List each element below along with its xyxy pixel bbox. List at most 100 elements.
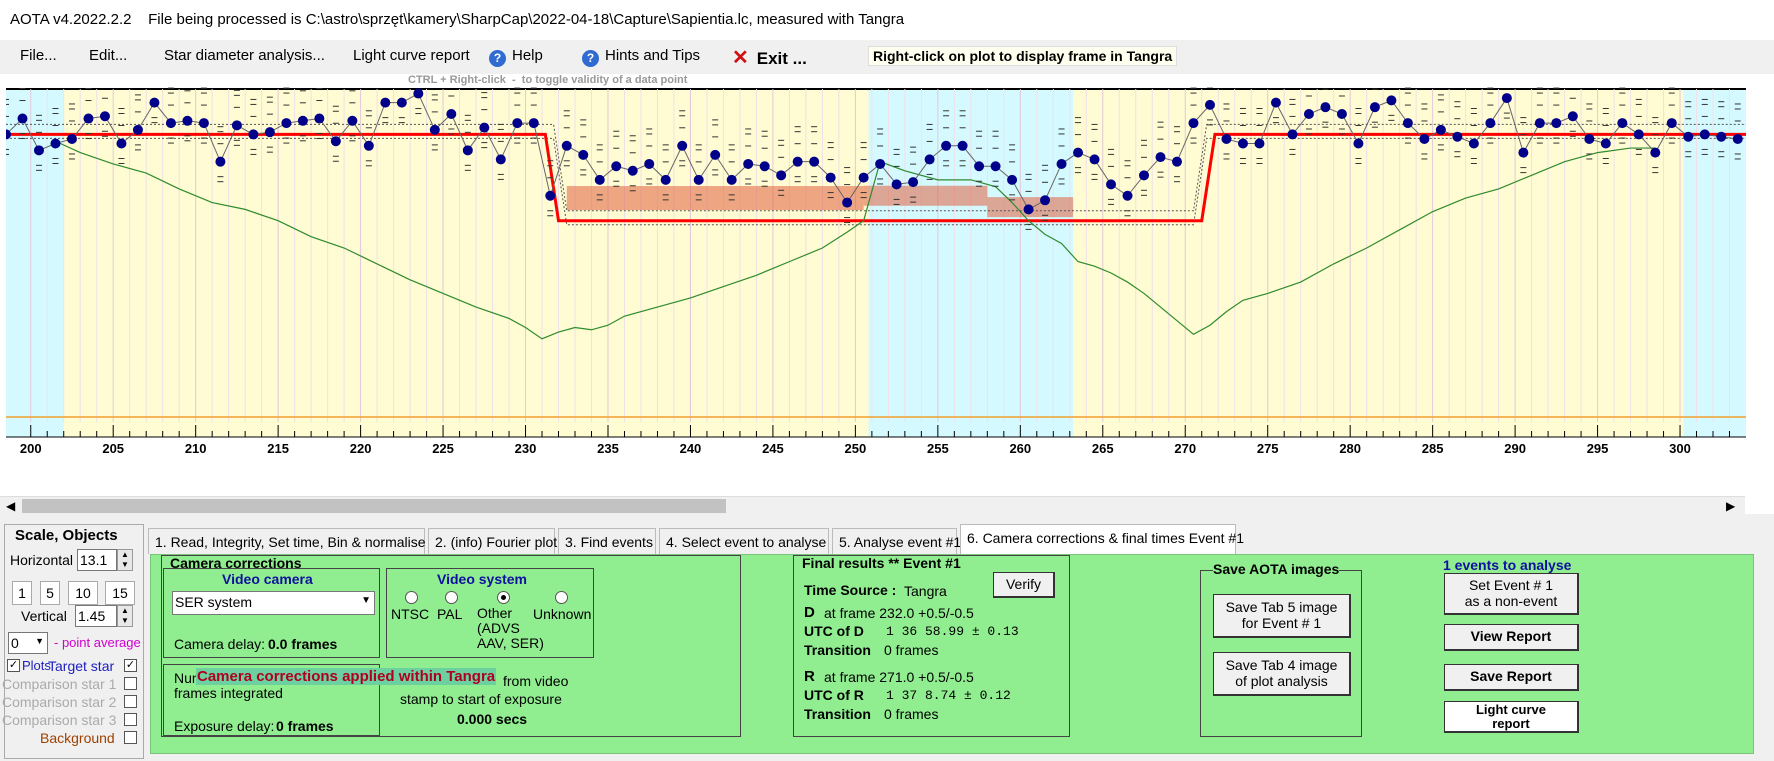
data-point	[264, 127, 275, 138]
save-tab5-button[interactable]: Save Tab 5 image for Event # 1	[1213, 594, 1351, 638]
tab-find-events[interactable]: 3. Find events	[558, 528, 656, 554]
data-point	[1402, 118, 1413, 129]
data-point	[974, 161, 985, 172]
data-point	[1551, 118, 1562, 129]
data-point	[198, 118, 209, 129]
data-point	[1600, 138, 1611, 149]
save-tab4-button[interactable]: Save Tab 4 image of plot analysis	[1213, 652, 1351, 696]
camera-select[interactable]: SER system ▼	[172, 591, 375, 615]
data-point	[1023, 204, 1034, 215]
ntsc-radio[interactable]	[405, 591, 418, 604]
scroll-right-icon[interactable]: ▶	[1726, 499, 1736, 513]
x-tick-label: 200	[20, 441, 42, 456]
vertical-spinner[interactable]: ▲ ▼	[117, 605, 133, 627]
target-star-label: Target star	[48, 658, 115, 674]
menu-light-curve-report[interactable]: Light curve report	[353, 47, 470, 64]
light-curve-report-button[interactable]: Light curve report	[1444, 701, 1579, 733]
data-point	[1386, 95, 1397, 106]
data-point	[66, 133, 77, 144]
scroll-left-icon[interactable]: ◀	[6, 499, 16, 513]
data-point	[1237, 138, 1248, 149]
save-report-button[interactable]: Save Report	[1444, 664, 1579, 691]
comparison-1-checkbox[interactable]	[124, 677, 137, 690]
data-point	[1270, 97, 1281, 108]
menu-exit-label: Exit ...	[756, 49, 807, 68]
target-star-checkbox[interactable]: ✓	[124, 659, 137, 672]
horizontal-spinner[interactable]: ▲ ▼	[117, 549, 133, 571]
light-curve-plot[interactable]: 200 205 210 215 220 225 230 235 240 245 250 255 260 2…	[6, 87, 1746, 497]
data-point	[611, 161, 622, 172]
data-point	[83, 113, 94, 124]
comparison-2-checkbox[interactable]	[124, 695, 137, 708]
vertical-input[interactable]: 1.45	[75, 605, 117, 627]
tab-select-event[interactable]: 4. Select event to analyse	[659, 528, 829, 554]
data-point	[1650, 147, 1661, 158]
scale-button-1[interactable]: 1	[12, 581, 32, 605]
data-point	[1518, 147, 1529, 158]
frames-integrated-label: frames integrated	[174, 685, 283, 701]
pal-radio[interactable]	[445, 591, 458, 604]
horizontal-input[interactable]: 13.1	[77, 549, 117, 571]
menu-help[interactable]: ? Help	[489, 47, 543, 67]
menu-file[interactable]: File...	[20, 47, 57, 64]
event-model-line	[6, 132, 1746, 223]
data-point	[693, 174, 704, 185]
other-radio[interactable]	[497, 591, 510, 604]
close-icon: ✕	[732, 47, 749, 69]
view-report-button[interactable]: View Report	[1444, 624, 1579, 651]
set-non-event-button[interactable]: Set Event # 1 as a non-event	[1444, 573, 1579, 615]
scale-button-5[interactable]: 5	[40, 581, 60, 605]
x-tick-label: 230	[515, 441, 537, 456]
video-system-title: Video system	[437, 571, 528, 587]
transition-r-label: Transition	[804, 706, 871, 722]
data-point	[380, 97, 391, 108]
tab-read-integrity[interactable]: 1. Read, Integrity, Set time, Bin & norm…	[148, 528, 426, 554]
x-tick-label: 210	[185, 441, 207, 456]
point-average-select[interactable]: 0 ▼	[8, 632, 48, 654]
transition-d-label: Transition	[804, 642, 871, 658]
data-point	[1468, 138, 1479, 149]
scale-button-10[interactable]: 10	[68, 581, 98, 605]
data-point	[1139, 170, 1150, 181]
background-checkbox[interactable]	[124, 731, 137, 744]
menu-exit[interactable]: ✕ Exit ...	[732, 45, 807, 70]
tab-fourier[interactable]: 2. (info) Fourier plot	[428, 528, 557, 554]
data-point	[347, 115, 358, 126]
scale-button-15[interactable]: 15	[105, 581, 135, 605]
x-tick-label: 205	[102, 441, 124, 456]
comparison-3-checkbox[interactable]	[124, 713, 137, 726]
ctrl-click-tip: CTRL + Right-click - to toggle validity …	[408, 74, 688, 86]
data-point	[1353, 138, 1364, 149]
camera-corrections-group: Camera corrections Video camera SER syst…	[161, 555, 741, 737]
data-point	[1435, 124, 1446, 135]
ntsc-label: NTSC	[391, 606, 430, 622]
verify-button[interactable]: Verify	[993, 572, 1055, 598]
data-point	[99, 111, 110, 122]
d-frame: at frame 232.0 +0.5/-0.5	[824, 605, 974, 621]
menu-hints[interactable]: ? Hints and Tips	[582, 47, 700, 67]
right-click-tip: Right-click on plot to display frame in …	[868, 46, 1178, 66]
data-point	[1122, 190, 1133, 201]
x-tick-label: 240	[680, 441, 702, 456]
data-point	[1501, 93, 1512, 104]
data-point	[396, 97, 407, 108]
data-point	[545, 190, 556, 201]
unknown-radio[interactable]	[555, 591, 568, 604]
scroll-thumb[interactable]	[22, 499, 726, 513]
data-point	[726, 174, 737, 185]
data-point	[1188, 118, 1199, 129]
exposure-secs: 0.000 secs	[457, 711, 528, 727]
tab-analyse-event[interactable]: 5. Analyse event #1	[832, 528, 961, 554]
utc-d-label: UTC of D	[804, 623, 864, 639]
tab-camera-corrections[interactable]: 6. Camera corrections & final times Even…	[960, 524, 1244, 554]
data-point	[891, 179, 902, 190]
data-point	[413, 88, 424, 99]
menu-star-diameter[interactable]: Star diameter analysis...	[164, 47, 325, 64]
plots-checkbox[interactable]: ✓	[7, 659, 20, 672]
data-point	[578, 149, 589, 160]
menu-edit[interactable]: Edit...	[89, 47, 128, 64]
menu-hints-label: Hints and Tips	[605, 47, 701, 64]
data-point	[627, 165, 638, 176]
data-point	[281, 118, 292, 129]
plot-scrollbar[interactable]: ◀ ▶	[0, 496, 1745, 514]
